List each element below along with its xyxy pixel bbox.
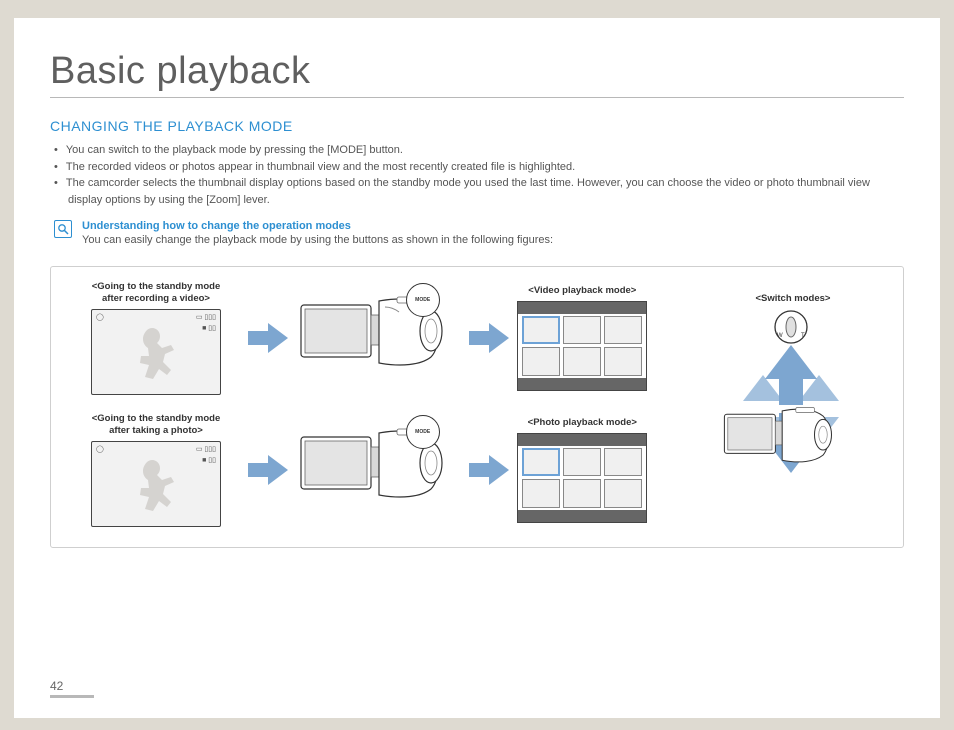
page-number: 42 (50, 679, 94, 698)
bullet-item: The recorded videos or photos appear in … (54, 159, 904, 176)
svg-text:T: T (801, 333, 805, 339)
standby-video-cell: <Going to the standby mode after recordi… (71, 281, 241, 395)
magnifier-icon (54, 220, 72, 238)
camcorder-cell: MODE (292, 419, 462, 520)
arrow-right-icon (246, 321, 286, 355)
page-title: Basic playback (50, 50, 904, 98)
person-silhouette-icon (122, 324, 192, 386)
switch-modes-diagram-icon: W T (703, 309, 883, 509)
bullet-list: You can switch to the playback mode by p… (54, 142, 904, 208)
photo-playback-cell: <Photo playback mode> (512, 417, 652, 523)
note-block: Understanding how to change the operatio… (54, 220, 904, 246)
video-playback-cell: <Video playback mode> (512, 285, 652, 391)
bullet-item: You can switch to the playback mode by p… (54, 142, 904, 159)
person-silhouette-icon (122, 456, 192, 518)
arrow-right-icon (246, 453, 286, 487)
standby-photo-cell: <Going to the standby mode after taking … (71, 413, 241, 527)
note-title: Understanding how to change the operatio… (82, 220, 553, 232)
caption-standby-photo: <Going to the standby mode after taking … (71, 413, 241, 437)
thumbnail-screen-icon (517, 301, 647, 391)
note-text: You can easily change the playback mode … (82, 234, 553, 246)
switch-modes-cell: <Switch modes> W T (703, 293, 883, 514)
mode-button-callout-icon: MODE (406, 415, 440, 449)
thumbnail-screen-icon (517, 433, 647, 523)
lcd-screen-icon: ◯ ▭ ▯▯▯ ■ ▯▯ (91, 309, 221, 395)
camcorder-cell: MODE (292, 287, 462, 388)
section-title: CHANGING THE PLAYBACK MODE (50, 118, 904, 134)
bullet-item: The camcorder selects the thumbnail disp… (54, 175, 904, 208)
caption-video-playback: <Video playback mode> (512, 285, 652, 297)
mode-button-callout-icon: MODE (406, 283, 440, 317)
diagram-container: <Going to the standby mode after recordi… (50, 266, 904, 548)
svg-text:W: W (777, 333, 783, 339)
arrow-right-icon (467, 453, 507, 487)
caption-switch-modes: <Switch modes> (703, 293, 883, 305)
arrow-right-icon (467, 321, 507, 355)
caption-photo-playback: <Photo playback mode> (512, 417, 652, 429)
lcd-screen-icon: ◯ ▭ ▯▯▯ ■ ▯▯ (91, 441, 221, 527)
caption-standby-video: <Going to the standby mode after recordi… (71, 281, 241, 305)
manual-page: Basic playback CHANGING THE PLAYBACK MOD… (14, 18, 940, 718)
